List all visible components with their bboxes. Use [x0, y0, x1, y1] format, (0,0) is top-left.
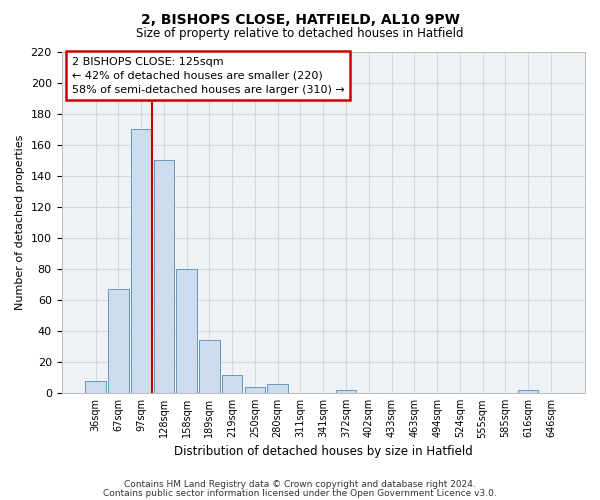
Bar [245, 387, 265, 393]
X-axis label: Distribution of detached houses by size in Hatfield: Distribution of detached houses by size … [174, 444, 473, 458]
Bar [268, 384, 288, 393]
Bar [85, 381, 106, 393]
Y-axis label: Number of detached properties: Number of detached properties [15, 134, 25, 310]
Bar [222, 374, 242, 393]
Bar [518, 390, 538, 393]
Text: Contains HM Land Registry data © Crown copyright and database right 2024.: Contains HM Land Registry data © Crown c… [124, 480, 476, 489]
Bar [108, 289, 128, 393]
Bar [131, 129, 151, 393]
Text: 2, BISHOPS CLOSE, HATFIELD, AL10 9PW: 2, BISHOPS CLOSE, HATFIELD, AL10 9PW [140, 12, 460, 26]
Bar [176, 269, 197, 393]
Text: Size of property relative to detached houses in Hatfield: Size of property relative to detached ho… [136, 28, 464, 40]
Bar [199, 340, 220, 393]
Bar [336, 390, 356, 393]
Text: Contains public sector information licensed under the Open Government Licence v3: Contains public sector information licen… [103, 488, 497, 498]
Bar [154, 160, 174, 393]
Text: 2 BISHOPS CLOSE: 125sqm
← 42% of detached houses are smaller (220)
58% of semi-d: 2 BISHOPS CLOSE: 125sqm ← 42% of detache… [72, 56, 345, 94]
